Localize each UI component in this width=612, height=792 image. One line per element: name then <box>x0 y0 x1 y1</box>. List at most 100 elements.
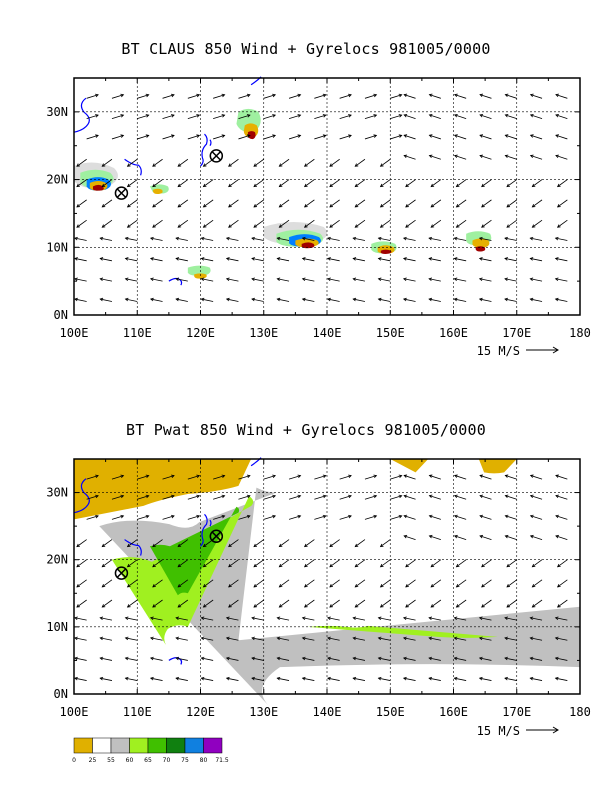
wind-vector <box>505 94 517 99</box>
wind-vector <box>251 617 264 621</box>
lon-label: 170E <box>502 326 531 340</box>
wind-vector <box>226 237 239 241</box>
wind-vector <box>429 677 441 681</box>
wind-vector-head <box>377 656 382 661</box>
wind-vector-head <box>403 93 408 98</box>
wind-vector <box>277 278 290 282</box>
wind-vector <box>152 539 163 547</box>
wind-vector <box>152 559 163 568</box>
wind-vector-head <box>329 163 333 167</box>
wind-vector-head <box>124 636 129 641</box>
wind-vector-head <box>253 604 258 608</box>
wind-vector-head <box>352 616 357 620</box>
wind-vector-head <box>354 563 359 568</box>
wind-vector <box>404 114 416 120</box>
wind-vector-head <box>428 297 433 302</box>
wind-vector <box>557 559 568 568</box>
wind-vector <box>76 559 87 568</box>
wind-vector <box>263 94 276 99</box>
wind-vector-head <box>124 236 129 241</box>
wind-vector <box>505 114 517 120</box>
wind-vector-head <box>301 257 306 261</box>
wind-vector <box>100 677 113 681</box>
wind-vector <box>251 258 264 262</box>
wind-vector <box>201 237 214 241</box>
wind-vector <box>364 475 377 480</box>
wind-vector-head <box>402 676 407 681</box>
wind-vector-head <box>428 134 433 138</box>
wind-vector-head <box>529 616 534 620</box>
wind-vector <box>353 298 366 302</box>
wind-vector <box>253 599 264 608</box>
wind-vector <box>201 298 214 302</box>
wind-vector-head <box>506 584 511 588</box>
wind-vector-head <box>221 474 226 479</box>
wind-vector-head <box>95 134 99 138</box>
wind-vector <box>329 539 340 547</box>
wind-vector-head <box>99 297 104 302</box>
lon-label: 100E <box>60 705 89 719</box>
wind-vector-head <box>529 494 534 499</box>
wind-vector <box>378 258 391 262</box>
colorbar-swatch <box>166 737 186 754</box>
wind-vector <box>378 237 391 241</box>
wind-vector-head <box>74 297 78 302</box>
wind-vector <box>504 237 517 241</box>
wind-vector-head <box>398 494 403 499</box>
wind-vector <box>429 134 441 140</box>
wind-vector <box>127 559 138 568</box>
wind-vector-head <box>225 656 230 661</box>
lon-label: 180 <box>569 705 591 719</box>
wind-vector-head <box>152 543 156 548</box>
wind-vector-head <box>124 656 129 661</box>
wind-vector-head <box>278 224 283 228</box>
wind-vector <box>277 657 290 661</box>
wind-vector <box>86 475 99 480</box>
wind-vector <box>314 475 326 480</box>
wind-vector-head <box>453 93 458 98</box>
wind-vector <box>213 114 225 120</box>
colorbar-label: 75 <box>181 757 189 764</box>
wind-vector-head <box>126 543 131 548</box>
wind-vector <box>226 298 239 302</box>
wind-vector <box>479 298 492 302</box>
wind-vector-head <box>479 154 484 159</box>
wind-vector-head <box>479 474 484 478</box>
lon-label: 120E <box>186 326 215 340</box>
wind-vector-head <box>175 257 180 261</box>
wind-vector-head <box>479 494 484 499</box>
wind-vector-head <box>95 93 99 98</box>
wind-vector <box>213 135 225 140</box>
wind-vector <box>100 657 113 661</box>
map-content <box>73 457 581 708</box>
wind-vector-head <box>478 676 483 681</box>
wind-vector <box>187 94 200 99</box>
wind-vector <box>125 617 138 621</box>
wind-vector <box>127 179 138 187</box>
wind-vector <box>353 677 366 681</box>
wind-vector <box>226 258 239 262</box>
wind-vector <box>253 559 264 568</box>
wind-vector <box>150 298 163 302</box>
wind-vector-head <box>246 474 251 479</box>
wind-vector-head <box>555 93 559 98</box>
wind-vector-head <box>555 154 559 159</box>
wind-vector-head <box>297 134 302 138</box>
wind-vector <box>102 199 113 208</box>
wind-vector-head <box>348 114 352 118</box>
wind-vector <box>456 599 467 608</box>
colorbar-swatch <box>203 737 223 754</box>
wind-vector <box>100 278 113 282</box>
wind-vector <box>203 579 214 588</box>
wind-vector <box>532 179 543 187</box>
wind-vector-head <box>145 114 150 118</box>
wind-vector-head <box>196 514 201 519</box>
wind-vector <box>203 559 214 568</box>
wind-vector <box>238 475 251 480</box>
wind-vector-head <box>196 93 201 98</box>
wind-vector <box>314 114 326 120</box>
wind-vector-head <box>352 676 357 681</box>
wind-vector <box>111 495 124 500</box>
wind-vector <box>430 219 442 228</box>
wind-vector-head <box>124 676 129 681</box>
